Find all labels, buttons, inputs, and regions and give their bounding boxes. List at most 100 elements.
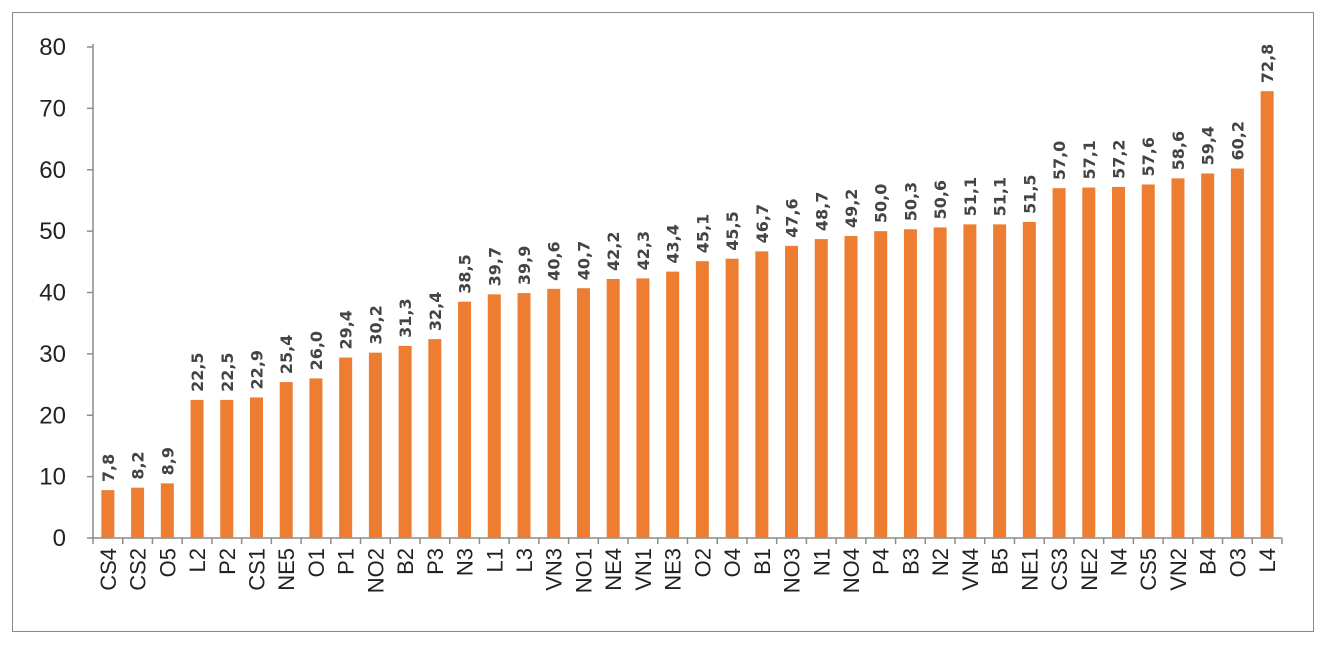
data-label: 43,4 — [664, 224, 683, 263]
bar — [279, 382, 293, 538]
x-tick-label: CS2 — [126, 548, 151, 591]
x-tick-label: VN1 — [631, 548, 656, 591]
data-label: 48,7 — [812, 192, 831, 231]
bar — [160, 483, 174, 538]
data-label: 50,3 — [901, 182, 920, 221]
y-tick-label: 40 — [39, 280, 66, 307]
data-label: 26,0 — [307, 331, 326, 370]
data-label: 45,5 — [723, 211, 742, 250]
bar — [249, 397, 263, 538]
data-label: 50,6 — [931, 180, 950, 219]
data-label: 57,1 — [1080, 140, 1099, 179]
x-tick-label: L4 — [1255, 548, 1280, 572]
data-label: 40,7 — [574, 241, 593, 280]
bar — [309, 378, 323, 538]
data-label: 32,4 — [426, 292, 445, 331]
data-label: 51,1 — [961, 177, 980, 216]
data-label: 29,4 — [337, 310, 356, 349]
bar — [725, 258, 739, 538]
bar — [963, 224, 977, 538]
x-tick-label: VN4 — [958, 548, 983, 591]
x-tick-label: L2 — [185, 548, 210, 572]
x-tick-label: NO3 — [780, 548, 805, 593]
bar — [695, 261, 709, 538]
bar — [755, 251, 769, 538]
x-tick-label: VN3 — [542, 548, 567, 591]
bar — [1171, 178, 1185, 538]
bar — [814, 239, 828, 538]
bar — [547, 288, 561, 538]
x-tick-label: O5 — [155, 548, 180, 577]
bar — [844, 236, 858, 538]
data-label: 72,8 — [1258, 44, 1277, 83]
data-label: 8,2 — [129, 451, 148, 479]
data-label: 50,0 — [872, 184, 891, 223]
data-label: 39,7 — [485, 247, 504, 286]
x-tick-label: P1 — [334, 548, 359, 575]
x-tick-label: O2 — [690, 548, 715, 577]
x-tick-label: NE5 — [274, 548, 299, 591]
data-label: 38,5 — [456, 254, 475, 293]
x-tick-label: NE2 — [1077, 548, 1102, 591]
data-label: 51,5 — [1020, 174, 1039, 213]
bar — [428, 339, 442, 538]
data-label: 46,7 — [753, 204, 772, 243]
data-label: 45,1 — [693, 214, 712, 253]
data-label: 31,3 — [396, 298, 415, 337]
x-tick-label: NO1 — [571, 548, 596, 593]
bar — [190, 399, 204, 538]
bar — [666, 271, 680, 538]
y-tick-label: 10 — [39, 464, 66, 491]
x-tick-label: CS1 — [244, 548, 269, 591]
x-tick-label: O1 — [304, 548, 329, 577]
bar — [487, 294, 501, 538]
data-label: 57,2 — [1110, 139, 1129, 178]
data-label: 57,6 — [1139, 137, 1158, 176]
x-tick-label: NO4 — [839, 548, 864, 593]
data-label: 42,3 — [634, 231, 653, 270]
x-tick-label: B4 — [1196, 548, 1221, 575]
bar — [1082, 187, 1096, 538]
data-label: 51,1 — [991, 177, 1010, 216]
bar — [636, 278, 650, 538]
data-label: 30,2 — [366, 305, 385, 344]
x-tick-label: N3 — [453, 548, 478, 576]
x-tick-label: L3 — [512, 548, 537, 572]
y-tick-label: 50 — [39, 218, 66, 245]
x-tick-label: N4 — [1107, 548, 1132, 576]
data-label: 7,8 — [99, 454, 118, 482]
bar — [131, 487, 145, 538]
bar — [398, 345, 412, 538]
x-tick-label: B3 — [898, 548, 923, 575]
data-label: 58,6 — [1169, 131, 1188, 170]
y-tick-label: 80 — [39, 34, 66, 61]
x-tick-label: L1 — [482, 548, 507, 572]
bar — [785, 245, 799, 539]
x-tick-label: CS4 — [96, 548, 121, 591]
x-tick-label: N1 — [809, 548, 834, 576]
bar — [517, 293, 531, 538]
bar — [576, 288, 590, 538]
x-tick-label: N2 — [928, 548, 953, 576]
data-label: 42,2 — [604, 232, 623, 271]
data-label: 25,4 — [277, 335, 296, 374]
data-label: 22,5 — [188, 352, 207, 391]
x-tick-label: P4 — [869, 548, 894, 575]
bar — [993, 224, 1007, 538]
bar — [1260, 91, 1274, 538]
bar — [458, 301, 472, 538]
bar — [903, 229, 917, 538]
bar — [1052, 188, 1066, 538]
bar — [1112, 186, 1126, 538]
bar — [339, 357, 353, 538]
y-tick-label: 60 — [39, 157, 66, 184]
y-tick-label: 0 — [53, 525, 66, 552]
y-tick-label: 30 — [39, 341, 66, 368]
data-label: 49,2 — [842, 189, 861, 228]
data-label: 47,6 — [783, 198, 802, 237]
bar — [1141, 184, 1155, 539]
x-tick-label: NE1 — [1017, 548, 1042, 591]
bar — [933, 227, 947, 538]
data-label: 40,6 — [545, 241, 564, 280]
